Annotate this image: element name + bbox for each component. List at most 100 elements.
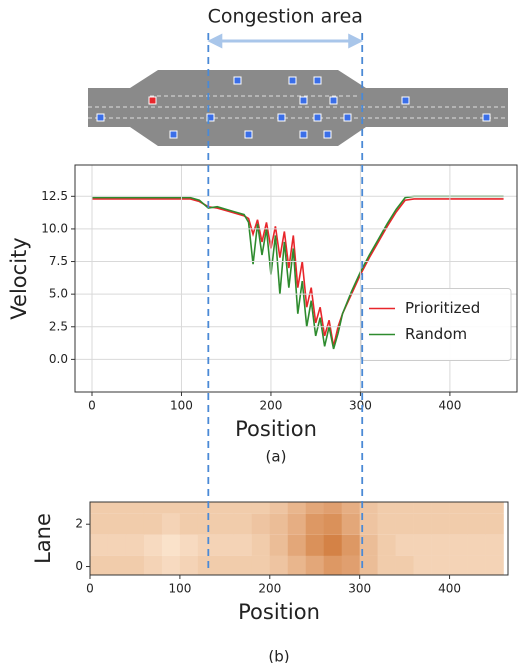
plot-body xyxy=(90,502,504,575)
x-tick-label: 300 xyxy=(349,399,372,413)
heat-cell xyxy=(395,555,414,575)
heat-cell xyxy=(359,534,378,556)
heat-cell xyxy=(323,502,342,514)
heat-cell xyxy=(251,555,271,575)
heat-cell xyxy=(305,555,325,575)
heat-cell xyxy=(233,502,253,514)
heat-cell xyxy=(269,534,289,556)
heat-cell xyxy=(161,555,181,575)
heat-cell xyxy=(377,502,396,514)
heat-cell xyxy=(125,555,145,575)
heat-cell xyxy=(413,513,432,535)
y-tick-label: 10.0 xyxy=(41,221,68,235)
heat-cell xyxy=(215,534,235,556)
legend-label: Random xyxy=(405,325,467,343)
x-tick-label: 200 xyxy=(258,582,281,596)
heat-cell xyxy=(287,534,307,556)
heat-cell xyxy=(197,513,217,535)
heat-cell xyxy=(395,513,414,535)
y-tick-label: 7.5 xyxy=(49,254,68,268)
y-tick-label: 12.5 xyxy=(41,189,68,203)
y-tick-label: 0 xyxy=(75,559,83,573)
heat-cell xyxy=(179,534,199,556)
heat-cell xyxy=(341,534,360,556)
x-tick-label: 200 xyxy=(259,399,282,413)
heat-cell xyxy=(323,555,342,575)
heat-cell xyxy=(467,534,486,556)
heat-cell xyxy=(413,534,432,556)
heat-cell xyxy=(197,555,217,575)
y-tick-label: 0.0 xyxy=(49,352,68,366)
heat-cell xyxy=(233,555,253,575)
heat-cell xyxy=(179,555,199,575)
heat-cell xyxy=(269,513,289,535)
plot-frame xyxy=(89,501,509,576)
heat-cell xyxy=(377,513,396,535)
caption: (a) xyxy=(266,448,287,466)
heat-cell xyxy=(467,513,486,535)
heat-cell xyxy=(431,502,450,514)
heat-cell xyxy=(90,502,109,514)
heat-cell xyxy=(287,555,307,575)
heat-cell xyxy=(107,513,127,535)
line-series xyxy=(92,195,504,350)
x-axis-label: Position xyxy=(238,600,320,624)
heat-cell xyxy=(287,502,307,514)
heat-cell xyxy=(323,534,342,556)
road-diagram xyxy=(88,70,508,146)
legend-label: Prioritized xyxy=(405,299,480,317)
heat-cell xyxy=(485,555,504,575)
heat-cell xyxy=(215,555,235,575)
heat-cell xyxy=(485,513,504,535)
heat-cell xyxy=(449,502,468,514)
heat-cell xyxy=(215,502,235,514)
heat-cell xyxy=(107,555,127,575)
heat-cell xyxy=(143,555,163,575)
heat-cell xyxy=(377,555,396,575)
caption: (b) xyxy=(268,648,289,663)
annotation: Congestion area xyxy=(208,6,363,28)
heat-cell xyxy=(485,534,504,556)
heat-cell xyxy=(125,502,145,514)
heat-cell xyxy=(395,502,414,514)
heat-cell xyxy=(90,513,109,535)
heat-cell xyxy=(143,513,163,535)
heat-cell xyxy=(305,534,325,556)
heat-cell xyxy=(269,555,289,575)
heat-cell xyxy=(269,502,289,514)
heat-cell xyxy=(161,502,181,514)
x-tick-label: 100 xyxy=(168,582,191,596)
heat-cell xyxy=(467,502,486,514)
heat-cell xyxy=(179,513,199,535)
plot-frame xyxy=(74,164,518,393)
heat-cell xyxy=(215,513,235,535)
heat-cell xyxy=(251,502,271,514)
heat-cell xyxy=(359,555,378,575)
heat-cell xyxy=(143,502,163,514)
heat-cell xyxy=(161,534,181,556)
heat-cell xyxy=(125,534,145,556)
heat-cell xyxy=(107,534,127,556)
heat-cell xyxy=(287,513,307,535)
heat-cell xyxy=(125,513,145,535)
heat-cell xyxy=(197,502,217,514)
y-tick-label: 2 xyxy=(75,517,83,531)
heat-cell xyxy=(431,513,450,535)
x-tick-label: 400 xyxy=(438,399,461,413)
heat-cell xyxy=(251,513,271,535)
heat-cell xyxy=(90,555,109,575)
heat-cell xyxy=(377,534,396,556)
legend-box xyxy=(360,288,512,361)
heat-cell xyxy=(161,513,181,535)
x-axis-label: Position xyxy=(235,417,317,441)
heat-cell xyxy=(485,502,504,514)
heat-cell xyxy=(179,502,199,514)
heat-cell xyxy=(233,534,253,556)
heat-cell xyxy=(341,555,360,575)
y-axis-label: Lane xyxy=(31,513,55,564)
heat-cell xyxy=(197,534,217,556)
heat-cell xyxy=(449,555,468,575)
y-tick-label: 5.0 xyxy=(49,287,68,301)
heat-cell xyxy=(395,534,414,556)
heat-cell xyxy=(305,513,325,535)
